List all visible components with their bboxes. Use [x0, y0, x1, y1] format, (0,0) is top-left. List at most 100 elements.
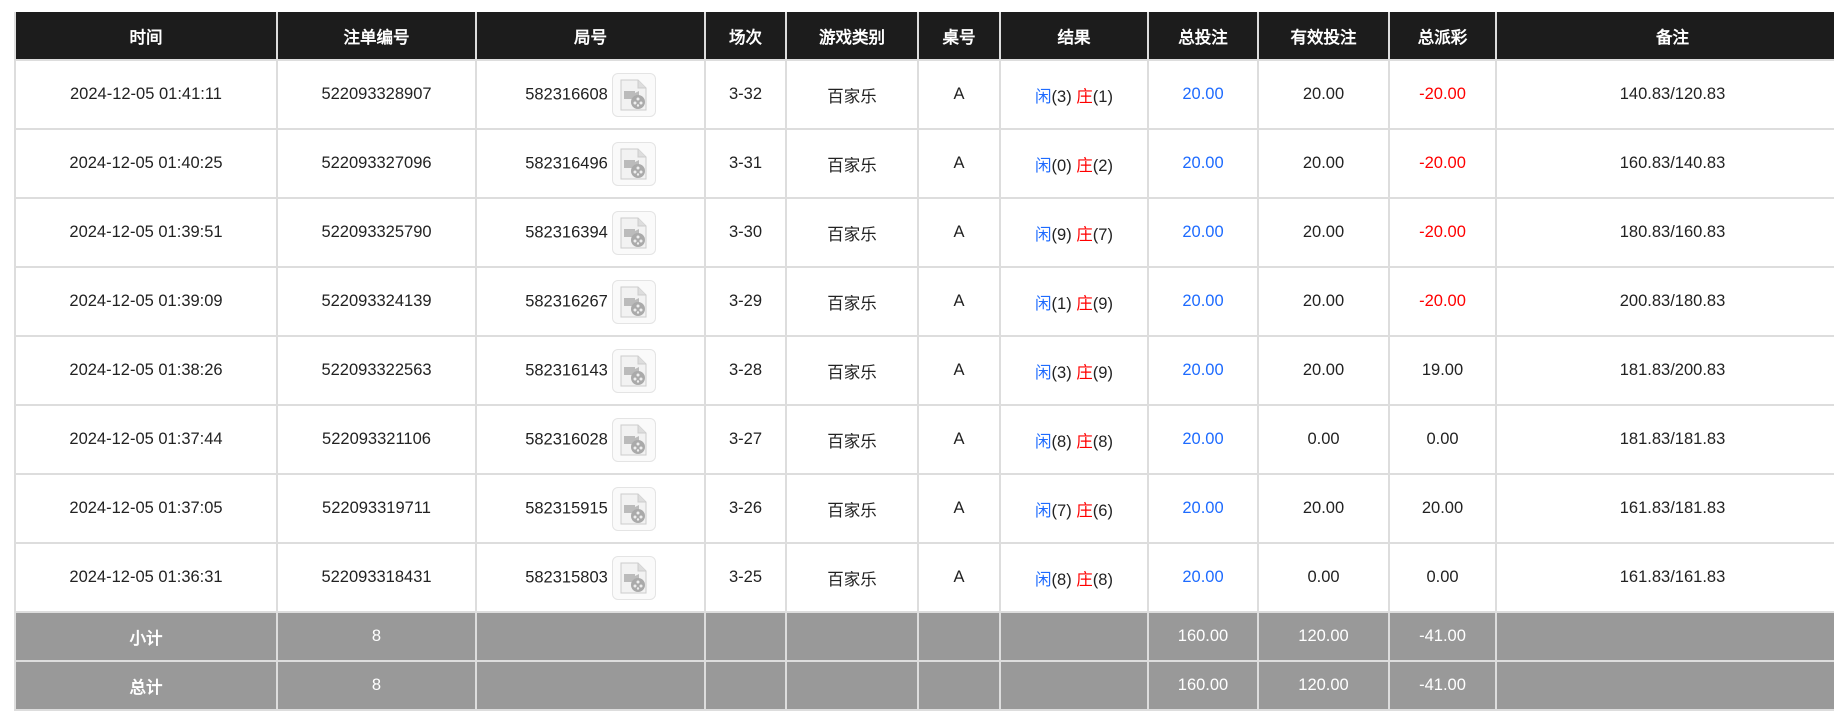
payout-cell: -20.00: [1388, 128, 1497, 199]
game-cell: 百家乐: [785, 542, 919, 613]
video-file-icon[interactable]: [611, 348, 656, 393]
banker-label: 庄: [1076, 294, 1093, 313]
table-header: 时间 注单编号 局号 场次 游戏类别 桌号 结果 总投注 有效投注 总派彩 备注: [14, 12, 1834, 61]
video-file-icon[interactable]: [611, 417, 656, 462]
table-row: 2024-12-05 01:36:31 522093318431 5823158…: [14, 542, 1834, 613]
game-cell: 百家乐: [785, 266, 919, 337]
bet-id-cell: 522093327096: [276, 128, 477, 199]
banker-label: 庄: [1076, 156, 1093, 175]
round-number: 582316028: [525, 429, 608, 448]
player-score: (1): [1051, 294, 1072, 313]
player-label: 闲: [1035, 501, 1052, 520]
video-file-icon[interactable]: [611, 486, 656, 531]
summary-row: 小计 8 160.00 120.00 -41.00: [14, 611, 1834, 662]
table-cell: A: [917, 59, 1001, 130]
result-cell: 闲(1) 庄(9): [999, 266, 1149, 337]
video-file-icon[interactable]: [611, 555, 656, 600]
time-cell: 2024-12-05 01:37:05: [14, 473, 278, 544]
summary-label: 小计: [14, 611, 278, 662]
round-cell: 582316496: [475, 128, 706, 199]
player-score: (8): [1051, 570, 1072, 589]
video-file-icon[interactable]: [611, 141, 656, 186]
bet-id-cell: 522093322563: [276, 335, 477, 406]
round-number: 582316143: [525, 360, 608, 379]
session-cell: 3-26: [704, 473, 787, 544]
valid-bet-cell: 20.00: [1257, 59, 1390, 130]
table-cell: A: [917, 197, 1001, 268]
column-header: 局号: [475, 12, 706, 61]
table-row: 2024-12-05 01:37:44 522093321106 5823160…: [14, 404, 1834, 475]
banker-score: (2): [1092, 156, 1113, 175]
game-cell: 百家乐: [785, 128, 919, 199]
time-cell: 2024-12-05 01:36:31: [14, 542, 278, 613]
round-number: 582316267: [525, 291, 608, 310]
table-row: 2024-12-05 01:41:11 522093328907 5823166…: [14, 59, 1834, 130]
session-cell: 3-32: [704, 59, 787, 130]
bet-id-cell: 522093324139: [276, 266, 477, 337]
banker-score: (8): [1092, 432, 1113, 451]
banker-label: 庄: [1076, 570, 1093, 589]
banker-label: 庄: [1076, 87, 1093, 106]
total-bet-cell: 20.00: [1147, 404, 1259, 475]
player-score: (7): [1051, 501, 1072, 520]
note-cell: 200.83/180.83: [1495, 266, 1834, 337]
note-cell: 161.83/161.83: [1495, 542, 1834, 613]
result-cell: 闲(8) 庄(8): [999, 542, 1149, 613]
session-cell: 3-27: [704, 404, 787, 475]
payout-cell: 0.00: [1388, 542, 1497, 613]
column-header: 结果: [999, 12, 1149, 61]
time-cell: 2024-12-05 01:41:11: [14, 59, 278, 130]
payout-cell: -20.00: [1388, 197, 1497, 268]
valid-bet-cell: 0.00: [1257, 404, 1390, 475]
banker-score: (8): [1092, 570, 1113, 589]
banker-score: (9): [1092, 294, 1113, 313]
player-label: 闲: [1035, 87, 1052, 106]
time-cell: 2024-12-05 01:39:51: [14, 197, 278, 268]
result-cell: 闲(8) 庄(8): [999, 404, 1149, 475]
player-score: (3): [1051, 87, 1072, 106]
payout-cell: -20.00: [1388, 59, 1497, 130]
round-cell: 582316267: [475, 266, 706, 337]
summary-label: 总计: [14, 660, 278, 711]
time-cell: 2024-12-05 01:40:25: [14, 128, 278, 199]
round-number: 582315915: [525, 498, 608, 517]
result-cell: 闲(7) 庄(6): [999, 473, 1149, 544]
column-header: 总投注: [1147, 12, 1259, 61]
total-bet-cell: 20.00: [1147, 197, 1259, 268]
round-cell: 582315915: [475, 473, 706, 544]
bet-id-cell: 522093319711: [276, 473, 477, 544]
player-label: 闲: [1035, 294, 1052, 313]
session-cell: 3-29: [704, 266, 787, 337]
column-header: 桌号: [917, 12, 1001, 61]
table-cell: A: [917, 473, 1001, 544]
column-header: 时间: [14, 12, 278, 61]
table-cell: A: [917, 335, 1001, 406]
summary-valid-bet: 120.00: [1257, 611, 1390, 662]
player-label: 闲: [1035, 225, 1052, 244]
summary-total-bet: 160.00: [1147, 660, 1259, 711]
game-cell: 百家乐: [785, 197, 919, 268]
game-cell: 百家乐: [785, 59, 919, 130]
round-number: 582315803: [525, 567, 608, 586]
column-header: 总派彩: [1388, 12, 1497, 61]
session-cell: 3-31: [704, 128, 787, 199]
video-file-icon[interactable]: [611, 279, 656, 324]
video-file-icon[interactable]: [611, 72, 656, 117]
table-cell: A: [917, 266, 1001, 337]
session-cell: 3-30: [704, 197, 787, 268]
round-number: 582316608: [525, 84, 608, 103]
round-cell: 582316028: [475, 404, 706, 475]
video-file-icon[interactable]: [611, 210, 656, 255]
result-cell: 闲(9) 庄(7): [999, 197, 1149, 268]
player-label: 闲: [1035, 432, 1052, 451]
round-cell: 582316143: [475, 335, 706, 406]
column-header: 备注: [1495, 12, 1834, 61]
payout-cell: 20.00: [1388, 473, 1497, 544]
round-number: 582316394: [525, 222, 608, 241]
round-cell: 582315803: [475, 542, 706, 613]
table-row: 2024-12-05 01:40:25 522093327096 5823164…: [14, 128, 1834, 199]
summary-total-bet: 160.00: [1147, 611, 1259, 662]
summary-payout: -41.00: [1388, 660, 1497, 711]
table-row: 2024-12-05 01:37:05 522093319711 5823159…: [14, 473, 1834, 544]
bet-id-cell: 522093325790: [276, 197, 477, 268]
